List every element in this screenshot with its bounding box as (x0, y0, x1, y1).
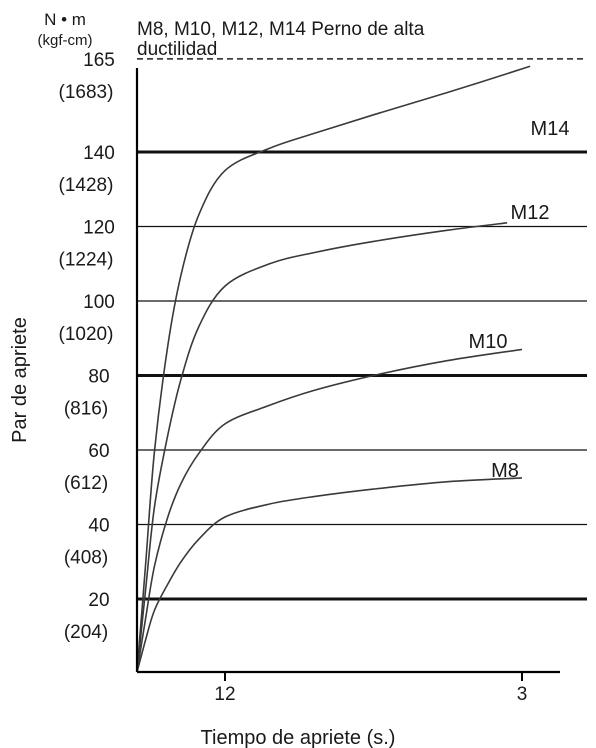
y-tick-sublabel-60: (612) (64, 473, 108, 494)
y-tick-label-60: 60 (88, 441, 109, 462)
y-axis-title: Par de apriete (9, 317, 31, 443)
x-tick-label-12: 12 (214, 684, 235, 705)
series-line-m10 (136, 348, 523, 673)
gridlines (137, 58, 587, 601)
series-labels: M8 M10 M12 M14 (469, 118, 570, 482)
y-tick-label-80: 80 (88, 367, 109, 388)
x-tick-labels: 12 3 (214, 672, 527, 705)
y-tick-label-100: 100 (83, 292, 115, 313)
y-tick-sublabel-100: (1020) (59, 324, 114, 345)
chart-title-line-1: M8, M10, M12, M14 Perno de alta (137, 19, 425, 40)
series-line-m12 (136, 222, 508, 673)
y-tick-sublabel-140: (1428) (59, 175, 114, 196)
series-label-m10: M10 (469, 331, 508, 353)
chart-title-line-2: ductilidad (137, 39, 217, 60)
y-tick-sublabel-165: (1683) (59, 82, 114, 103)
series-label-m8: M8 (491, 460, 519, 482)
series-label-m12: M12 (511, 202, 550, 224)
y-tick-label-120: 120 (83, 218, 115, 239)
y-unit-secondary: (kgf-cm) (38, 32, 93, 49)
axes (135, 68, 560, 674)
series-label-m14: M14 (531, 118, 570, 140)
series-line-m14 (136, 65, 531, 673)
y-tick-label-20: 20 (88, 590, 109, 611)
x-tick-label-3: 3 (517, 684, 528, 705)
y-unit-primary: N • m (44, 10, 86, 29)
y-tick-label-40: 40 (88, 516, 109, 537)
y-tick-sublabel-20: (204) (64, 622, 108, 643)
y-tick-sublabel-40: (408) (64, 548, 108, 569)
y-tick-label-165: 165 (83, 50, 115, 71)
x-axis-title: Tiempo de apriete (s.) (201, 727, 396, 748)
series-lines (136, 65, 531, 673)
y-tick-sublabel-120: (1224) (59, 250, 114, 271)
series-line-m8 (136, 477, 523, 673)
y-tick-label-140: 140 (83, 143, 115, 164)
y-tick-sublabel-80: (816) (64, 399, 108, 420)
y-tick-labels: 20 (204) 40 (408) 60 (612) 80 (816) 100 (1020) 120… (59, 50, 115, 643)
chart-title: M8, M10, M12, M14 Perno de alta ductilida… (137, 19, 425, 60)
